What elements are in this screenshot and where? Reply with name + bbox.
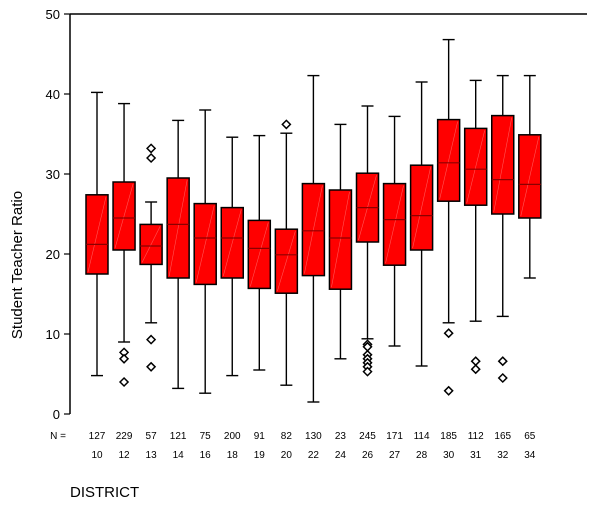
y-tick-label: 10 (46, 327, 60, 342)
x-axis-labels: 127 10 229 12 57 13 121 14 75 16 200 18 91 19 82 20 130 2… (89, 431, 536, 461)
n-label-14: 121 (170, 431, 187, 442)
box-group-31 (463, 79, 488, 375)
box-group-26 (355, 105, 380, 377)
n-prefix-label: N = (50, 431, 66, 442)
box-group-24 (328, 123, 353, 360)
outlier-point (470, 356, 481, 367)
box-diagonal (87, 196, 107, 273)
n-label-31: 112 (468, 431, 484, 442)
box-group-16 (193, 109, 217, 394)
box-group-28 (409, 81, 434, 367)
box-diagonal (168, 179, 188, 277)
y-axis-title: Student Teacher Ratio (9, 191, 26, 339)
n-label-18: 200 (224, 431, 241, 442)
y-tick-label: 20 (46, 247, 60, 262)
district-label-32: 32 (497, 450, 509, 461)
box-diagonal (520, 136, 540, 217)
y-tick-label: 40 (46, 87, 60, 102)
y-tick-label: 0 (53, 407, 60, 422)
district-label-31: 31 (470, 450, 482, 461)
outlier-point (470, 364, 481, 375)
box-series (85, 38, 542, 403)
box-diagonal (195, 205, 215, 283)
box-diagonal (466, 130, 485, 204)
box-group-13 (139, 143, 163, 372)
n-label-30: 185 (440, 431, 457, 442)
district-label-34: 34 (524, 450, 536, 461)
n-label-20: 82 (281, 431, 293, 442)
n-label-12: 229 (116, 431, 133, 442)
box-group-27 (382, 115, 407, 347)
n-label-19: 91 (254, 431, 266, 442)
n-label-32: 165 (494, 431, 511, 442)
box-group-30 (436, 38, 461, 396)
box-diagonal (250, 222, 269, 287)
n-label-16: 75 (200, 431, 212, 442)
outlier-point (146, 143, 157, 154)
n-label-27: 171 (386, 431, 403, 442)
box-group-34 (518, 74, 542, 279)
district-label-13: 13 (146, 450, 158, 461)
outlier-point (443, 328, 454, 339)
district-label-22: 22 (308, 450, 320, 461)
district-label-16: 16 (200, 450, 212, 461)
box-group-22 (301, 74, 326, 403)
district-label-30: 30 (443, 450, 455, 461)
box-diagonal (277, 231, 296, 292)
outlier-point (118, 353, 130, 364)
district-label-18: 18 (227, 450, 239, 461)
outlier-point (118, 376, 130, 388)
outlier-point (281, 119, 292, 130)
n-label-26: 245 (359, 431, 376, 442)
n-label-22: 130 (305, 431, 322, 442)
district-label-10: 10 (91, 450, 103, 461)
box-group-10 (85, 91, 109, 377)
n-label-10: 127 (89, 431, 106, 442)
x-axis-title: DISTRICT (70, 484, 139, 501)
outlier-point (497, 356, 508, 367)
district-label-12: 12 (118, 450, 130, 461)
n-label-28: 114 (414, 431, 430, 442)
box-group-20 (274, 119, 299, 386)
box-diagonal (439, 121, 458, 200)
district-label-27: 27 (389, 450, 401, 461)
y-axis: 0 10 20 30 40 50 (46, 7, 587, 422)
box-diagonal (222, 209, 242, 277)
box-diagonal (385, 185, 404, 264)
y-tick-label: 50 (46, 7, 60, 22)
box-group-14 (166, 119, 190, 390)
box-group-32 (491, 74, 515, 384)
district-label-14: 14 (173, 450, 185, 461)
district-label-28: 28 (416, 450, 428, 461)
outlier-point (146, 334, 157, 345)
district-label-26: 26 (362, 450, 374, 461)
outlier-point (443, 385, 454, 396)
box-diagonal (114, 183, 134, 249)
box-diagonal (493, 117, 513, 213)
box-diagonal (141, 226, 161, 263)
box-group-12 (112, 102, 136, 388)
y-tick-label: 30 (46, 167, 60, 182)
box-group-18 (220, 136, 244, 377)
outlier-point (362, 366, 373, 377)
district-label-20: 20 (281, 450, 293, 461)
box-diagonal (412, 167, 431, 249)
box-diagonal (331, 191, 350, 288)
box-group-19 (247, 134, 272, 371)
outlier-point (146, 152, 157, 164)
box-diagonal (304, 185, 323, 274)
district-label-19: 19 (254, 450, 266, 461)
n-label-24: 23 (335, 431, 347, 442)
district-label-24: 24 (335, 450, 347, 461)
outlier-point (146, 361, 157, 372)
n-label-13: 57 (146, 431, 158, 442)
outlier-point (497, 372, 508, 384)
n-label-34: 65 (524, 431, 536, 442)
